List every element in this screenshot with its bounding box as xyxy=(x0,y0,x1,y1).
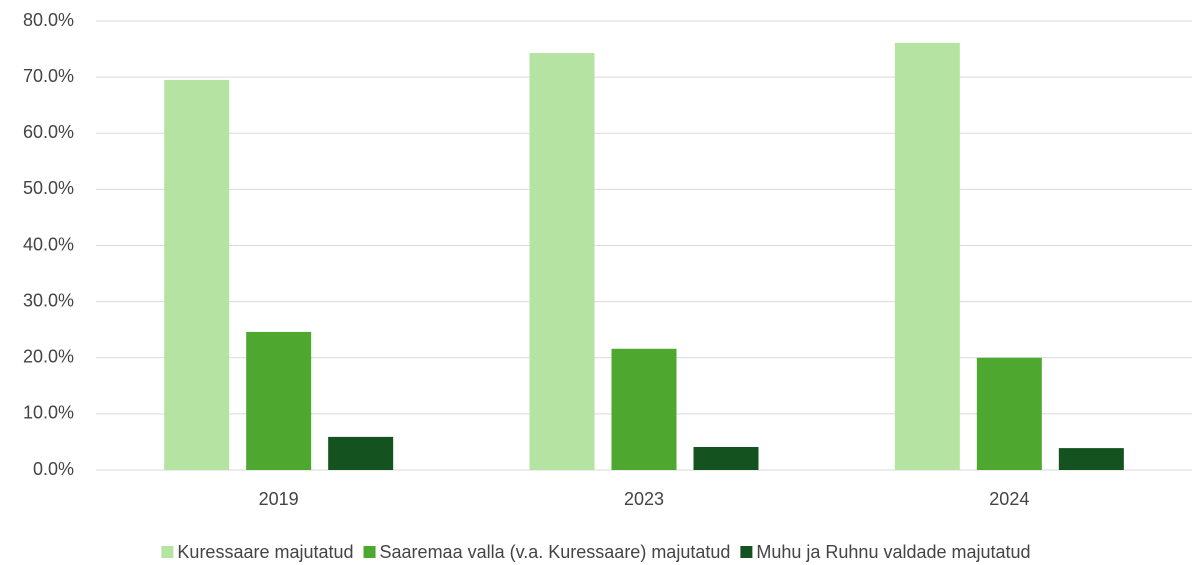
bar xyxy=(328,436,394,470)
bar xyxy=(164,79,230,471)
y-tick-label: 30.0% xyxy=(23,290,74,310)
legend-label: Kuressaare majutatud xyxy=(177,542,353,562)
y-tick-label: 50.0% xyxy=(23,178,74,198)
bar xyxy=(1058,448,1124,470)
bar xyxy=(693,446,759,470)
legend-swatch xyxy=(161,546,174,558)
bar xyxy=(246,331,312,470)
y-tick-label: 40.0% xyxy=(23,234,74,254)
bar xyxy=(529,52,595,471)
legend-label: Muhu ja Ruhnu valdade majutatud xyxy=(756,542,1030,562)
bar xyxy=(976,357,1042,470)
legend-swatch xyxy=(740,546,753,558)
y-tick-label: 80.0% xyxy=(23,10,74,30)
y-tick-label: 60.0% xyxy=(23,122,74,142)
x-tick-label: 2023 xyxy=(624,489,664,509)
legend-swatch xyxy=(363,546,376,558)
bar xyxy=(611,348,677,470)
y-tick-label: 20.0% xyxy=(23,347,74,367)
y-tick-label: 0.0% xyxy=(33,459,74,479)
x-tick-label: 2024 xyxy=(989,489,1029,509)
y-tick-label: 10.0% xyxy=(23,403,74,423)
y-tick-label: 70.0% xyxy=(23,66,74,86)
bar xyxy=(894,42,960,471)
x-tick-label: 2019 xyxy=(259,489,299,509)
legend-label: Saaremaa valla (v.a. Kuressaare) majutat… xyxy=(380,542,731,562)
